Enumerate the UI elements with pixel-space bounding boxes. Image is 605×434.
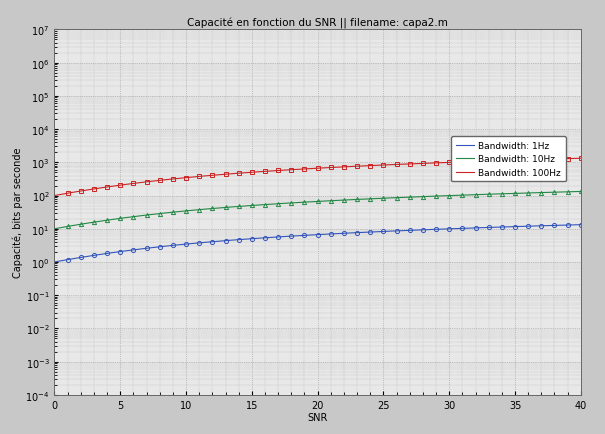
Y-axis label: Capacité, bits par seconde: Capacité, bits par seconde — [12, 148, 22, 278]
Title: Capacité en fonction du SNR || filename: capa2.m: Capacité en fonction du SNR || filename:… — [187, 18, 448, 29]
X-axis label: SNR: SNR — [307, 413, 328, 423]
Legend: Bandwidth: 1Hz, Bandwidth: 10Hz, Bandwidth: 100Hz: Bandwidth: 1Hz, Bandwidth: 10Hz, Bandwid… — [451, 137, 566, 182]
